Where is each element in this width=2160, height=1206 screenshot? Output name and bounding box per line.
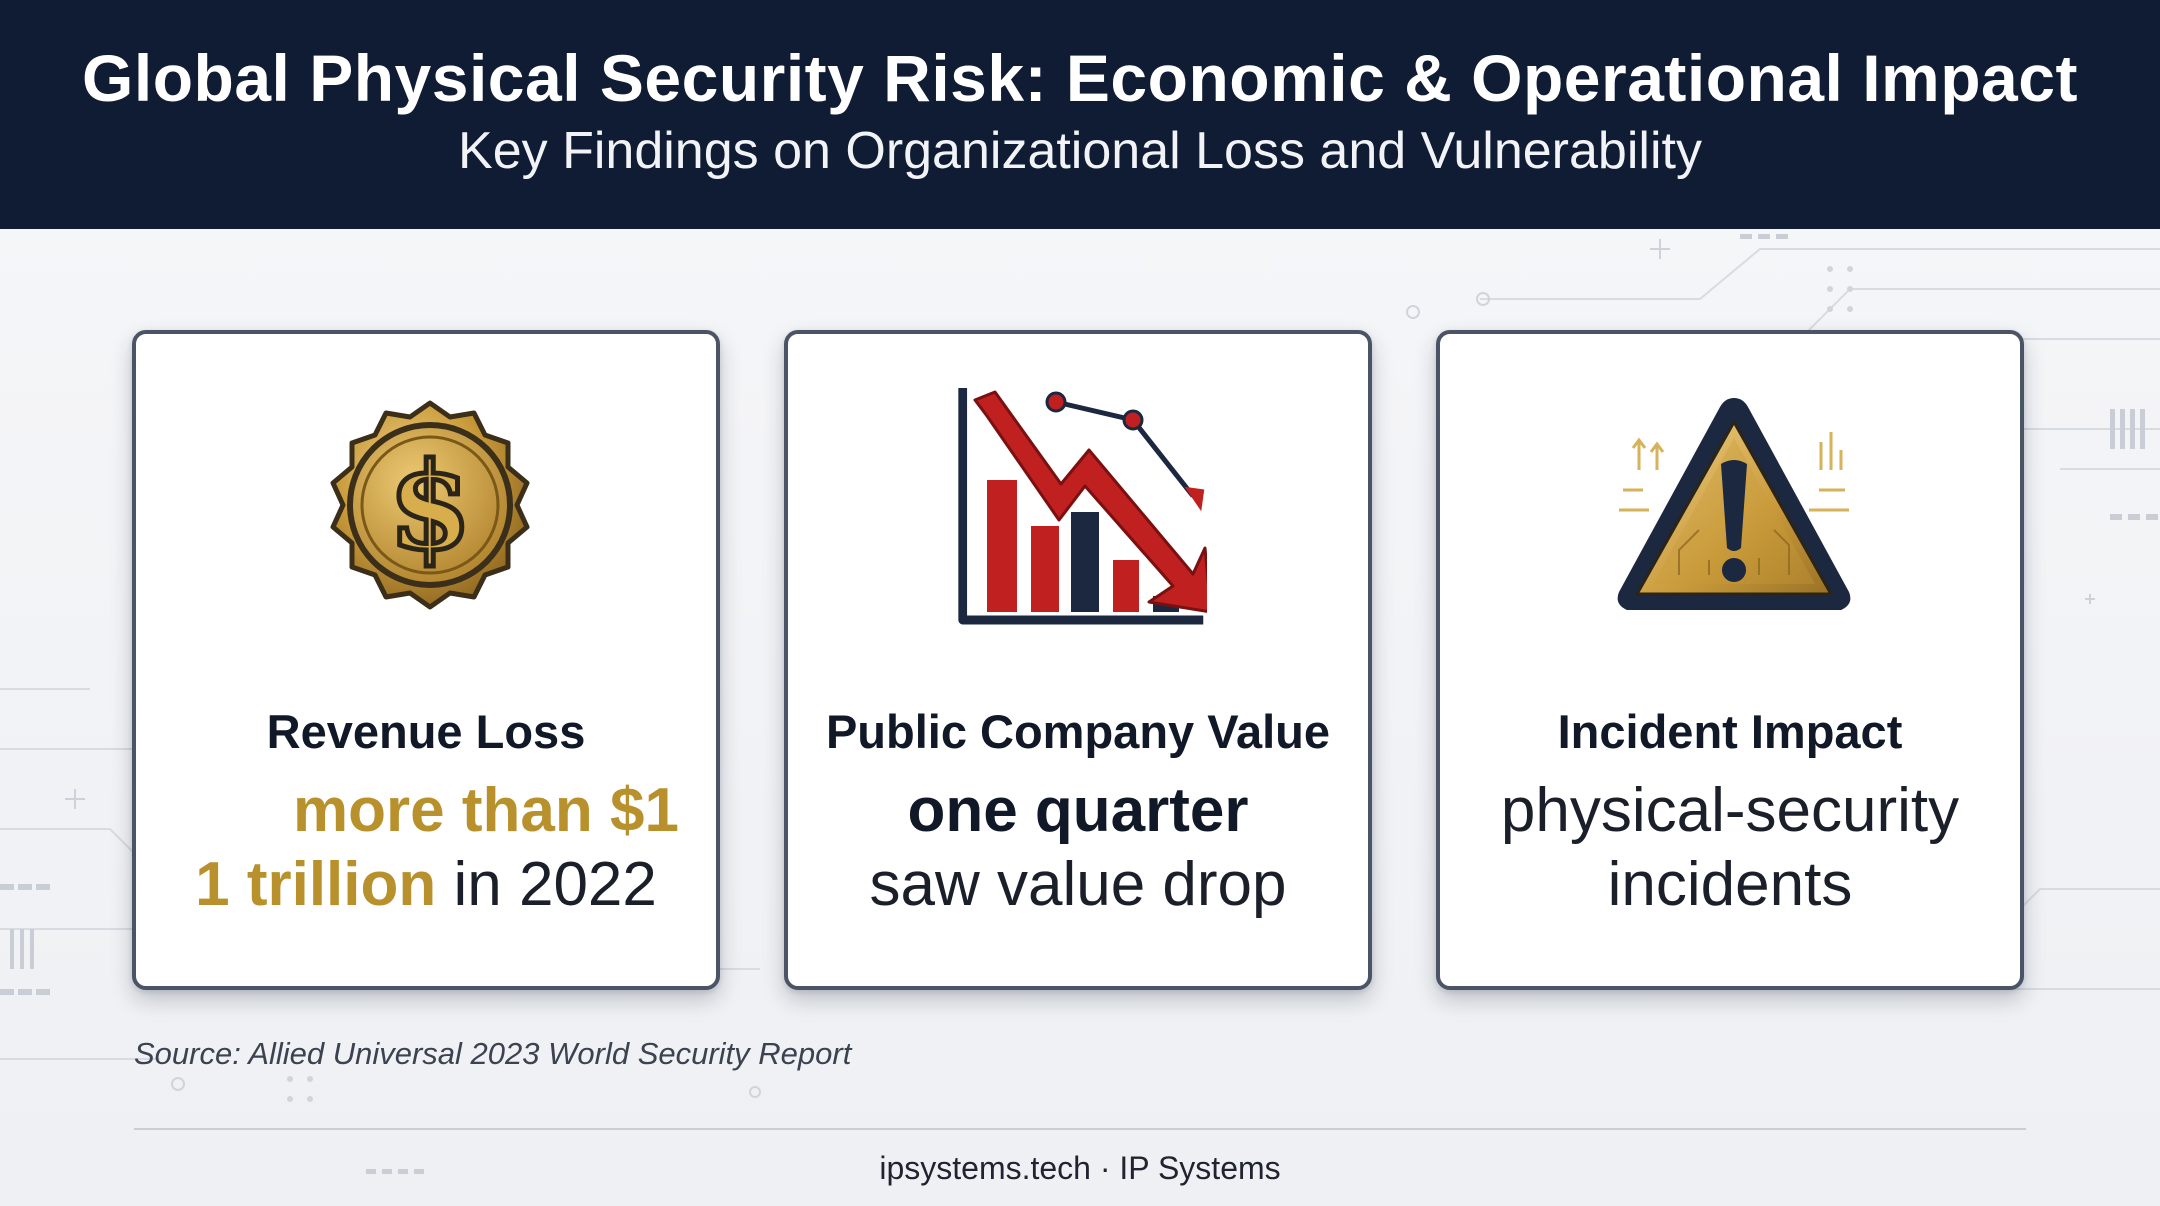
- company-value-description: saw value drop: [869, 850, 1287, 919]
- dollar-coin-icon: $: [305, 380, 555, 630]
- declining-bar-chart-icon: [957, 380, 1207, 630]
- revenue-loss-stat: more than $1 1 trillion in 2022: [136, 774, 716, 922]
- footer-credit: ipsystems.tech · IP Systems: [879, 1150, 1281, 1186]
- incident-impact-line1: physical-security: [1500, 776, 1960, 845]
- company-value-stat: one quarter saw value drop: [788, 774, 1368, 922]
- footer-divider: [134, 1128, 2026, 1130]
- incident-impact-line2: incidents: [1607, 850, 1853, 919]
- revenue-loss-highlight-line2: 1 trillion: [195, 850, 437, 919]
- revenue-loss-title: Revenue Loss: [266, 705, 586, 758]
- source-citation: Source: Allied Universal 2023 World Secu…: [134, 1036, 852, 1071]
- warning-triangle-icon: [1609, 380, 1859, 630]
- incident-impact-card: Incident Impact physical-security incide…: [1436, 330, 2024, 990]
- incident-impact-title: Incident Impact: [1557, 705, 1903, 758]
- svg-text:$: $: [388, 436, 472, 577]
- page-header: Global Physical Security Risk: Economic …: [0, 0, 2160, 229]
- page-subtitle: Key Findings on Organizational Loss and …: [458, 122, 1702, 180]
- revenue-loss-year: in 2022: [436, 850, 657, 919]
- revenue-loss-card: $ Revenue Loss more than $1 1 trillion i…: [132, 330, 720, 990]
- page-title: Global Physical Security Risk: Economic …: [82, 41, 2078, 115]
- company-value-title: Public Company Value: [825, 705, 1331, 758]
- company-value-highlight: one quarter: [907, 776, 1249, 845]
- revenue-loss-highlight-line1: more than $1: [293, 776, 679, 845]
- company-value-card: Public Company Value one quarter saw val…: [784, 330, 1372, 990]
- incident-impact-stat: physical-security incidents: [1440, 774, 2020, 922]
